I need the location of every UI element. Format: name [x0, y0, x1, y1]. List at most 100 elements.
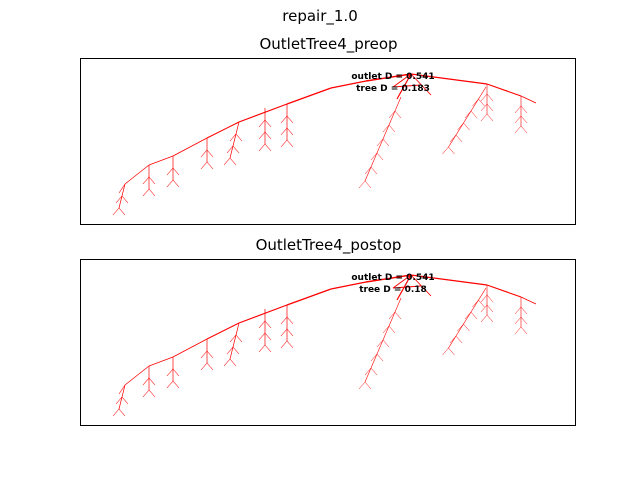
vessel-segment	[394, 110, 402, 119]
vessel-segment	[235, 322, 240, 336]
tree-panel-postop: outlet D = 0.541 tree D = 0.18	[80, 259, 576, 426]
vessel-trunk	[330, 80, 367, 89]
vessel-trunk	[520, 296, 537, 305]
vessel-segment	[520, 326, 528, 335]
vessel-segment	[280, 340, 288, 349]
vessel-segment	[235, 133, 243, 142]
vessel-segment	[206, 161, 214, 170]
vessel-segment	[486, 314, 494, 323]
vessel-segment	[520, 125, 528, 134]
vessel-segment	[394, 297, 402, 313]
vessel-segment	[229, 346, 234, 360]
vessel-trunk	[286, 288, 332, 306]
vessel-trunk	[520, 95, 537, 104]
vessel-segment	[448, 335, 457, 349]
vessel-segment	[520, 316, 528, 325]
vessel-segment	[358, 381, 366, 390]
vessel-segment	[364, 367, 372, 376]
vessel-segment	[394, 96, 402, 112]
vessel-trunk	[286, 87, 332, 105]
vessel-segment	[358, 180, 366, 189]
vessel-segment	[172, 368, 180, 377]
vessel-segment	[463, 110, 472, 124]
vessel-segment	[478, 287, 487, 301]
vessel-segment	[112, 408, 120, 417]
vessel-segment	[166, 368, 174, 377]
vessel-trunk	[118, 384, 126, 395]
vessel-segment	[229, 133, 237, 142]
vessel-trunk	[486, 284, 522, 298]
vessel-segment	[264, 131, 272, 140]
vessel-segment	[448, 134, 457, 148]
vessel-trunk	[486, 83, 522, 97]
vessel-segment	[376, 138, 384, 154]
panel-title-postop: OutletTree4_postop	[255, 236, 402, 254]
vessel-segment	[388, 124, 396, 133]
vessel-segment	[229, 157, 237, 166]
vessel-segment	[232, 145, 240, 154]
vessel-segment	[470, 299, 479, 313]
vessel-segment	[229, 358, 237, 367]
vessel-segment	[280, 139, 288, 148]
vessel-segment	[376, 353, 384, 362]
vessel-segment	[148, 176, 156, 185]
vessel-segment	[364, 180, 372, 189]
vessel-segment	[172, 167, 180, 176]
vessel-segment	[470, 311, 478, 320]
vessel-segment	[121, 396, 129, 405]
vessel-segment	[392, 73, 412, 88]
vessel-segment	[115, 195, 123, 204]
vessel-segment	[370, 353, 378, 369]
vessel-trunk	[172, 338, 208, 358]
vessel-segment	[470, 98, 479, 112]
vessel-trunk	[124, 365, 150, 386]
vessel-segment	[142, 176, 150, 185]
vessel-trunk	[172, 137, 208, 157]
vessel-segment	[514, 326, 522, 335]
tree-diagram-postop	[112, 274, 537, 417]
vessel-segment	[455, 134, 463, 143]
vessel-segment	[264, 143, 272, 152]
vessel-segment	[118, 408, 126, 417]
vessel-segment	[229, 334, 237, 343]
vessel-segment	[258, 320, 266, 329]
vessel-segment	[115, 396, 123, 405]
vessel-segment	[480, 93, 488, 102]
vessel-segment	[448, 347, 455, 356]
vessel-segment	[226, 145, 234, 154]
vessel-segment	[382, 325, 390, 334]
outlet-diameter-label: outlet D = 0.541	[351, 72, 435, 82]
vessel-segment	[280, 316, 288, 325]
vessel-segment	[370, 152, 378, 168]
outlet-diameter-label: outlet D = 0.541	[351, 273, 435, 283]
vessel-segment	[200, 362, 208, 371]
vessel-segment	[463, 122, 470, 131]
vessel-segment	[364, 166, 372, 182]
vessel-segment	[455, 122, 464, 136]
vessel-segment	[121, 384, 126, 398]
vessel-segment	[258, 143, 266, 152]
vessel-segment	[388, 110, 396, 119]
vessel-segment	[455, 335, 463, 344]
vessel-segment	[166, 167, 174, 176]
vessel-segment	[478, 299, 485, 308]
vessel-segment	[280, 127, 288, 136]
vessel-segment	[258, 119, 266, 128]
vessel-segment	[470, 110, 478, 119]
vessel-segment	[121, 195, 129, 204]
vessel-segment	[480, 103, 488, 112]
vessel-segment	[286, 115, 294, 124]
vessel-segment	[376, 339, 384, 355]
tree-diameter-label: tree D = 0.183	[356, 84, 430, 94]
vessel-segment	[480, 294, 488, 303]
vessel-segment	[520, 306, 528, 315]
vessel-segment	[388, 311, 396, 320]
vessel-segment	[142, 188, 150, 197]
vessel-segment	[410, 274, 432, 297]
vessel-segment	[172, 380, 180, 389]
vessel-trunk	[118, 183, 126, 194]
vessel-segment	[112, 207, 120, 216]
vessel-segment	[382, 339, 390, 348]
vessel-segment	[376, 138, 384, 147]
vessel-segment	[200, 161, 208, 170]
